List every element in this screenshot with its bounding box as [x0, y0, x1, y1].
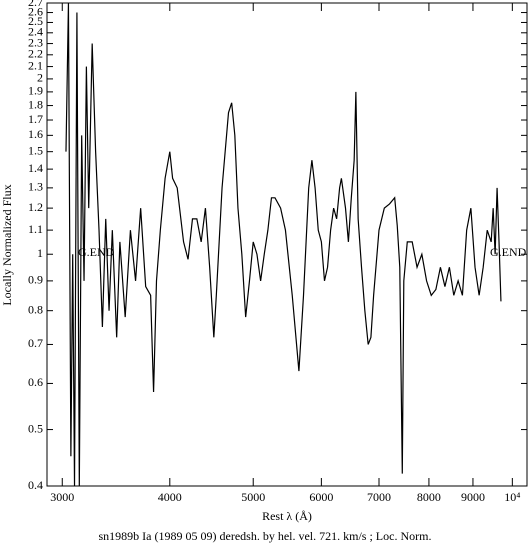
- y-tick-label: 0.4: [28, 478, 43, 492]
- y-tick-label: 1.4: [28, 161, 43, 175]
- y-tick-label: 0.9: [28, 273, 43, 287]
- y-tick-label: 2.7: [28, 0, 43, 9]
- x-tick-label: 5000: [241, 490, 265, 504]
- y-tick-label: 1.3: [28, 180, 43, 194]
- y-tick-label: 2.3: [28, 35, 43, 49]
- y-tick-label: 2.4: [28, 25, 43, 39]
- y-tick-label: 1.5: [28, 143, 43, 157]
- x-tick-label: 7000: [367, 490, 391, 504]
- y-tick-label: 2: [37, 71, 43, 85]
- y-tick-label: 1.7: [28, 112, 43, 126]
- y-tick-label: 0.5: [28, 421, 43, 435]
- y-tick-label: 1.9: [28, 84, 43, 98]
- y-tick-label: 1: [37, 246, 43, 260]
- y-tick-label: 0.8: [28, 302, 43, 316]
- x-tick-label: 6000: [309, 490, 333, 504]
- y-tick-label: 1.1: [28, 222, 43, 236]
- x-tick-label: 10⁴: [504, 490, 520, 504]
- y-tick-label: 1.2: [28, 200, 43, 214]
- y-axis-label: Locally Normalized Flux: [0, 184, 14, 305]
- y-tick-label: 2.5: [28, 14, 43, 28]
- y-tick-label: 0.6: [28, 375, 43, 389]
- x-tick-label: 3000: [50, 490, 74, 504]
- x-tick-label: 4000: [158, 490, 182, 504]
- y-tick-label: 0.7: [28, 336, 43, 350]
- y-tick-label: 1.8: [28, 97, 43, 111]
- x-axis-label: Rest λ (Å): [262, 509, 312, 523]
- y-tick-label: 2.2: [28, 47, 43, 61]
- y-tick-label: 1.6: [28, 127, 43, 141]
- x-tick-label: 9000: [461, 490, 485, 504]
- spectrum-line: [65, 2, 502, 487]
- caption: sn1989b Ia (1989 05 09) deredsh. by hel.…: [99, 529, 432, 543]
- annotation: G.END: [78, 245, 115, 259]
- y-tick-label: 2.1: [28, 58, 43, 72]
- y-tick-label: 2.6: [28, 4, 43, 18]
- plot-frame: [46, 2, 528, 487]
- x-tick-label: 8000: [417, 490, 441, 504]
